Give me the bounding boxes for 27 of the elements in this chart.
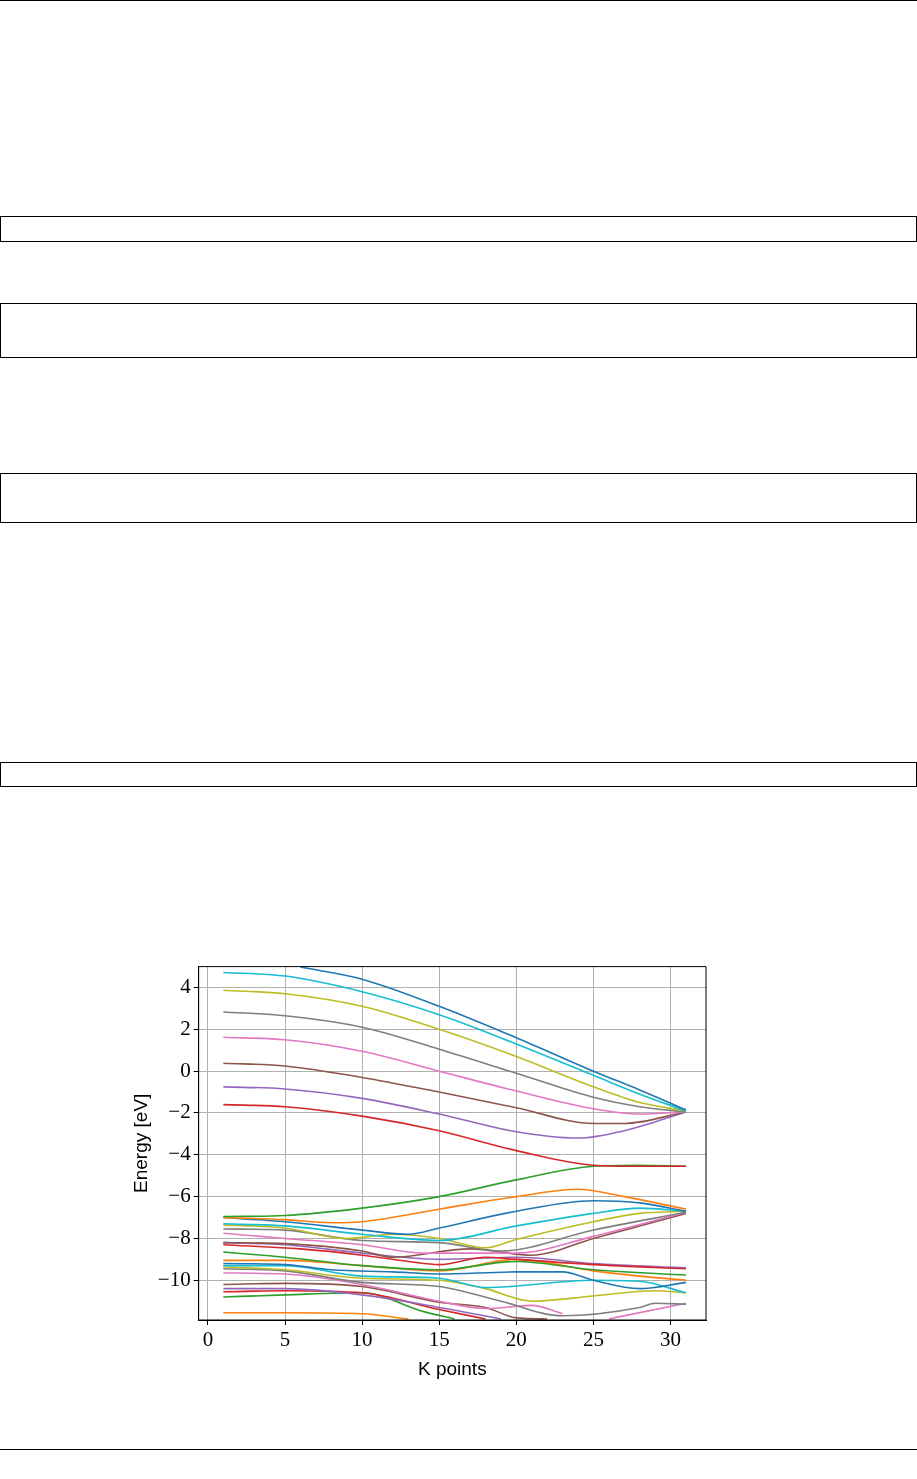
x-tick-label: 0 xyxy=(202,1327,214,1352)
line-series xyxy=(222,1011,687,1113)
line-series xyxy=(222,1188,687,1224)
line-series xyxy=(222,1282,548,1320)
y-tick-label: 4 xyxy=(180,974,192,999)
y-tick-label: 0 xyxy=(180,1057,191,1082)
x-tick-label: 30 xyxy=(660,1327,682,1352)
y-tick-label: −4 xyxy=(168,1141,192,1166)
x-tick-label: 20 xyxy=(505,1327,527,1352)
y-tick-label: −10 xyxy=(157,1266,191,1291)
line-series xyxy=(299,966,687,1111)
y-tick-label: −6 xyxy=(168,1183,191,1208)
line-series xyxy=(222,1251,687,1276)
line-series xyxy=(222,1292,456,1320)
x-tick-label: 25 xyxy=(582,1327,604,1352)
line-series xyxy=(222,1086,687,1139)
x-tick-label: 5 xyxy=(279,1327,291,1352)
line-series xyxy=(222,1164,687,1218)
x-tick-label: 15 xyxy=(428,1327,450,1352)
line-series xyxy=(222,1036,687,1115)
y-tick-label: −2 xyxy=(168,1099,191,1124)
y-axis-title: Energy [eV] xyxy=(129,1093,151,1193)
x-axis-title: K points xyxy=(417,1357,487,1379)
line-series xyxy=(222,1103,687,1168)
y-tick-label: −8 xyxy=(168,1224,191,1249)
y-tick-label: 2 xyxy=(180,1015,191,1040)
x-tick-label: 10 xyxy=(351,1327,373,1352)
